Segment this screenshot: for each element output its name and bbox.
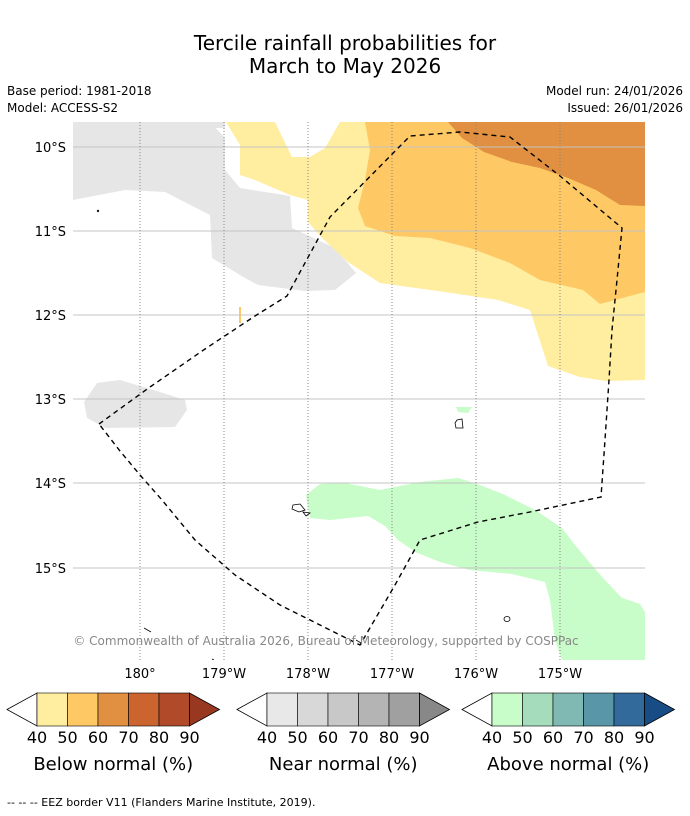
legend-tick-label: 50 [512,728,532,747]
lon-label: 178°W [286,667,330,682]
legend-tick-label: 60 [88,728,108,747]
near-normal-region [73,122,356,291]
lon-label: 180° [124,667,155,682]
legend-under-arrow [236,692,268,727]
lon-label: 176°W [454,667,498,682]
near-normal-region [73,122,225,128]
above-normal-region [456,407,472,413]
legend-tick-label: 60 [543,728,563,747]
legend-color-swatch [266,692,298,727]
legend-tick-label: 90 [634,728,654,747]
lon-label: 175°W [538,667,582,682]
lat-label: 15°S [35,562,66,577]
title-line2: March to May 2026 [248,54,442,78]
legend-tick-label: 90 [179,728,199,747]
model-name: Model: ACCESS-S2 [7,101,119,115]
legend-tick-label: 70 [118,728,138,747]
above-normal-legend: 40 50 60 70 80 90 Above normal (%) [461,692,676,775]
near-normal-legend: 40 50 60 70 80 90 Near normal (%) [236,692,451,775]
legend-tick-label: 50 [287,728,307,747]
legend-tick-label: 40 [482,728,502,747]
legend-color-swatch [297,692,329,727]
legend-color-swatch [67,692,99,727]
legend-color-swatch [388,692,420,727]
legend-tick-label: 40 [257,728,277,747]
eez-footnote: -- -- -- EEZ border V11 (Flanders Marine… [7,796,316,809]
legend-tick-label: 40 [27,728,47,747]
islands [96,209,511,660]
legend-color-swatch [522,692,554,727]
legend-tick-label: 70 [573,728,593,747]
legend-tick-label: 60 [318,728,338,747]
legend-color-swatch [552,692,584,727]
eez-border [98,131,623,646]
below-normal-legend: 40 50 60 70 80 90 Below normal (%) [6,692,221,775]
copyright-text: © Commonwealth of Australia 2026, Bureau… [73,634,578,648]
map-plot-area: © Commonwealth of Australia 2026, Bureau… [73,122,645,660]
legend-over-arrow [419,692,451,727]
legend-color-swatch [97,692,129,727]
latitude-gridlines [73,146,645,569]
base-period: Base period: 1981-2018 [7,84,152,98]
lat-label: 13°S [35,393,66,408]
neutral-gap [275,122,340,157]
legend-tick-label: 80 [379,728,399,747]
legend-title: Above normal (%) [487,754,649,775]
legend-color-swatch [128,692,160,727]
lon-label: 179°W [202,667,246,682]
legend-tick-label: 80 [149,728,169,747]
lon-label: 177°W [370,667,414,682]
legend-color-swatch [583,692,615,727]
legend-under-arrow [6,692,38,727]
legend-over-arrow [644,692,676,727]
legend-color-swatch [327,692,359,727]
legend-color-swatch [158,692,190,727]
legend-color-swatch [358,692,390,727]
lat-label: 10°S [35,141,66,156]
lat-label: 11°S [35,225,66,240]
lat-label: 14°S [35,477,66,492]
lat-label: 12°S [35,309,66,324]
legend-title: Below normal (%) [33,754,193,775]
legend-tick-label: 90 [409,728,429,747]
below-normal-60-region [448,122,645,206]
legend-tick-label: 80 [604,728,624,747]
legend-color-swatch [36,692,68,727]
legend-under-arrow [461,692,493,727]
legend-over-arrow [189,692,221,727]
model-run: Model run: 24/01/2026 [545,84,683,98]
legend-color-swatch [491,692,523,727]
legend-color-swatch [613,692,645,727]
forecast-map: © Commonwealth of Australia 2026, Bureau… [6,122,676,775]
issued-date: Issued: 26/01/2026 [567,101,683,115]
legend-title: Near normal (%) [269,754,418,775]
title-line1: Tercile rainfall probabilities for [193,31,497,55]
legend-tick-label: 70 [348,728,368,747]
legend-tick-label: 50 [57,728,77,747]
